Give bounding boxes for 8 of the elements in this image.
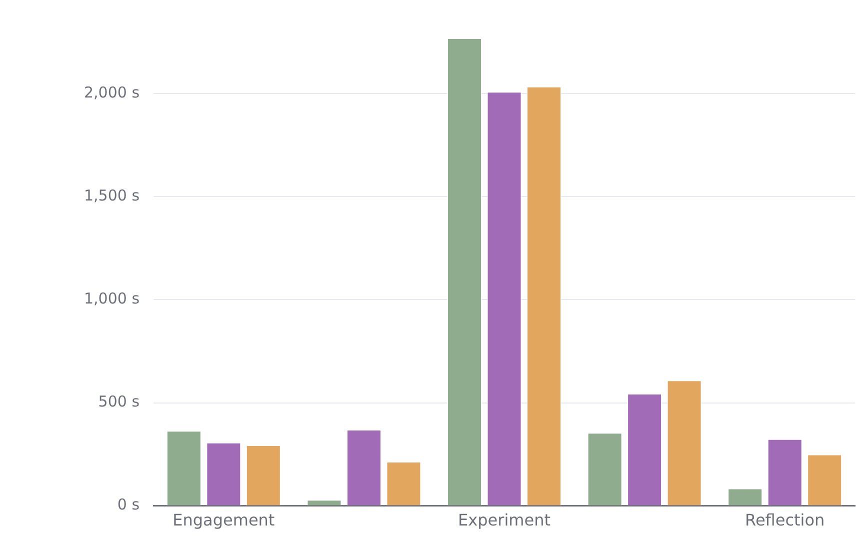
y-tick-label: 1,500 s <box>84 186 140 205</box>
x-tick-label: Experiment <box>458 510 550 530</box>
y-tick-label: 500 s <box>98 392 140 411</box>
y-tick-label: 0 s <box>117 496 140 514</box>
y-tick-label: 1,000 s <box>84 290 140 308</box>
y-tick-label: 2,000 s <box>84 84 140 102</box>
x-tick-label: Engagement <box>172 510 275 530</box>
x-tick-label: Reflection <box>745 510 825 530</box>
